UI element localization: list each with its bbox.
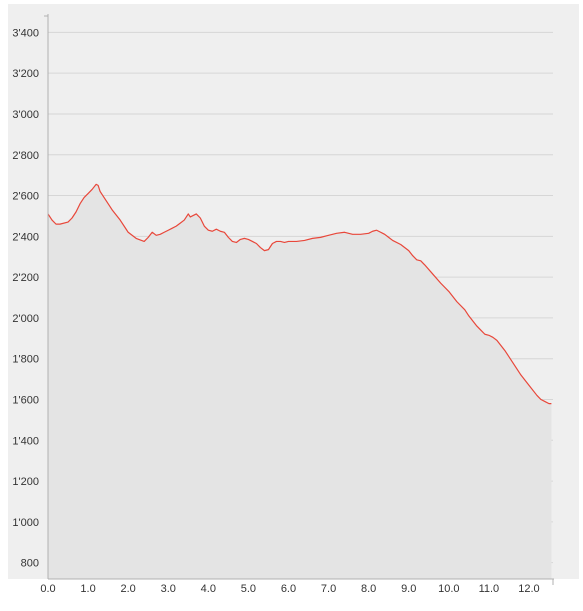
y-tick-label: 1'000 (12, 517, 39, 529)
y-tick-label: 800 (21, 558, 39, 570)
x-tick-label: 1.0 (80, 583, 95, 595)
elevation-area (48, 184, 552, 579)
y-tick-label: 3'000 (12, 109, 39, 121)
x-tick-label: 10.0 (438, 583, 459, 595)
y-tick-label: 2'200 (12, 272, 39, 284)
x-tick-label: 6.0 (281, 583, 296, 595)
y-tick-label: 2'400 (12, 231, 39, 243)
y-tick-label: 1'200 (12, 476, 39, 488)
x-tick-label: 2.0 (121, 583, 136, 595)
y-tick-label: 1'400 (12, 435, 39, 447)
y-tick-label: 2'600 (12, 191, 39, 203)
y-tick-label: 1'800 (12, 354, 39, 366)
x-tick-label: 0.0 (40, 583, 55, 595)
y-axis-tick-labels: 800 1'000 1'200 1'400 1'600 1'800 2'000 2'200 2'… (12, 27, 39, 569)
x-tick-label: 5.0 (241, 583, 256, 595)
x-axis-tick-labels: 0.0 1.0 2.0 3.0 4.0 5.0 6.0 7.0 8.0 9.0 10.0 11.0 12… (40, 583, 539, 595)
y-tick-label: 1'600 (12, 395, 39, 407)
x-tick-label: 7.0 (321, 583, 336, 595)
y-tick-label: 2'000 (12, 313, 39, 325)
x-tick-label: 9.0 (401, 583, 416, 595)
x-tick-label: 12.0 (518, 583, 539, 595)
elevation-line (47, 183, 552, 405)
axes (44, 14, 554, 585)
x-tick-label: 8.0 (361, 583, 376, 595)
y-tick-label: 3'400 (12, 27, 39, 39)
x-tick-label: 11.0 (479, 583, 500, 595)
x-tick-label: 4.0 (201, 583, 216, 595)
y-tick-label: 3'200 (12, 68, 39, 80)
y-tick-label: 2'800 (12, 150, 39, 162)
x-tick-label: 3.0 (161, 583, 176, 595)
